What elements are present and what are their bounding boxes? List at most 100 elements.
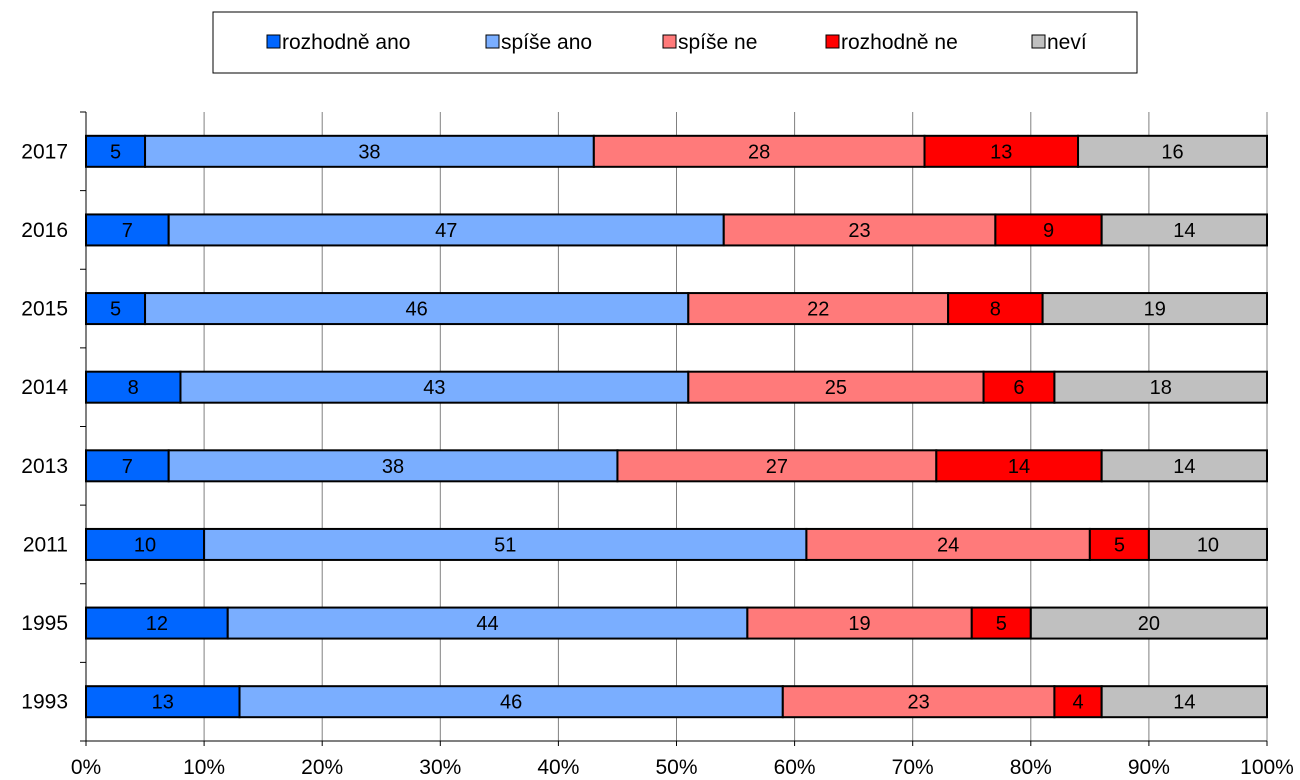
y-tick-label: 2015 [21,298,68,321]
bar-segment [947,292,1044,326]
bar-segment [616,449,938,483]
bar-segment [1041,292,1268,326]
bar-segment [226,606,749,640]
legend-label: spíše ne [678,31,757,54]
gridlines [203,112,1268,741]
data-label: 51 [494,534,516,556]
data-label: 22 [807,299,829,321]
data-label: 14 [1173,692,1195,714]
legend-swatch [825,34,840,49]
x-tick-label: 30% [419,756,461,779]
data-label: 43 [423,377,445,399]
data-label: 25 [825,377,847,399]
data-label: 19 [1144,299,1166,321]
bars [85,134,1269,719]
data-label: 6 [1013,377,1024,399]
data-label: 13 [152,692,174,714]
bar-segment [1100,213,1269,247]
data-label: 10 [134,534,156,556]
legend-swatch [266,34,281,49]
data-label: 27 [766,456,788,478]
bar-segment [722,213,997,247]
data-label: 16 [1161,141,1183,163]
data-label: 7 [122,220,133,242]
axes: 0% 10% 20% 30% 40% 50% 60% 70% 80% 90% 100%2017201… [21,111,1294,779]
y-tick-label: 2013 [21,455,68,478]
bar-segment [982,370,1056,404]
legend-swatch [662,34,677,49]
data-label: 38 [382,456,404,478]
data-label: 18 [1150,377,1172,399]
bar-segment [935,449,1103,483]
bar-segment [238,685,784,719]
data-label: 12 [146,613,168,635]
legend-label: rozhodně ne [841,31,958,54]
data-label: 46 [500,692,522,714]
x-tick-label: 90% [1128,756,1170,779]
data-label: 10 [1197,534,1219,556]
x-tick-label: 0% [71,756,101,779]
legend-label: spíše ano [501,31,592,54]
bar-segment [1053,685,1103,719]
x-tick-label: 60% [774,756,816,779]
data-label: 20 [1138,613,1160,635]
data-label: 46 [406,299,428,321]
y-tick-label: 2014 [21,376,68,399]
y-tick-label: 2011 [23,533,68,556]
y-tick-label: 2016 [21,219,68,242]
bar-labels: 5 38 28 13 16 7 47 23 9 14 5 46 22 8 19 8 43 25 6 18 7 38 27 14… [110,141,1219,713]
bar-segment [1077,134,1269,168]
bar-segment [994,213,1103,247]
data-label: 28 [748,141,770,163]
bar-segment [203,527,808,561]
bar-segment [1147,527,1269,561]
x-tick-label: 50% [655,756,697,779]
legend-label: neví [1047,31,1087,54]
data-label: 5 [996,613,1007,635]
data-label: 7 [122,456,133,478]
bar-segment [1100,449,1269,483]
data-label: 38 [358,141,380,163]
data-label: 9 [1043,220,1054,242]
x-tick-label: 80% [1010,756,1052,779]
data-label: 5 [110,141,121,163]
x-tick-label: 100% [1240,756,1294,779]
x-tick-label: 20% [301,756,343,779]
legend-swatch [1031,34,1046,49]
x-tick-label: 40% [537,756,579,779]
bar-segment [167,213,725,247]
bar-segment [592,134,926,168]
bar-segment [781,685,1056,719]
data-label: 4 [1072,692,1083,714]
data-label: 23 [848,220,870,242]
data-label: 5 [1114,534,1125,556]
data-label: 23 [907,692,929,714]
bar-segment [179,370,690,404]
bar-segment [1029,606,1269,640]
data-label: 14 [1008,456,1030,478]
data-label: 13 [990,141,1012,163]
x-tick-label: 10% [183,756,225,779]
y-tick-label: 1995 [21,612,68,635]
y-tick-label: 1993 [21,691,68,714]
bar-segment [1053,370,1269,404]
legend-label: rozhodně ano [282,31,410,54]
chart-legend: rozhodně ano spíše ano spíše ne rozhodně ne… [212,11,1138,74]
bar-segment [687,292,950,326]
data-label: 24 [937,534,959,556]
data-label: 47 [435,220,457,242]
data-label: 14 [1173,220,1195,242]
bar-segment [805,527,1091,561]
bar-segment [1100,685,1269,719]
data-label: 19 [848,613,870,635]
data-label: 8 [990,299,1001,321]
bar-segment [923,134,1080,168]
data-label: 8 [128,377,139,399]
y-tick-label: 2017 [21,140,68,163]
data-label: 5 [110,299,121,321]
bar-segment [85,213,170,247]
data-label: 44 [476,613,498,635]
bar-segment [144,134,595,168]
bar-segment [85,370,182,404]
